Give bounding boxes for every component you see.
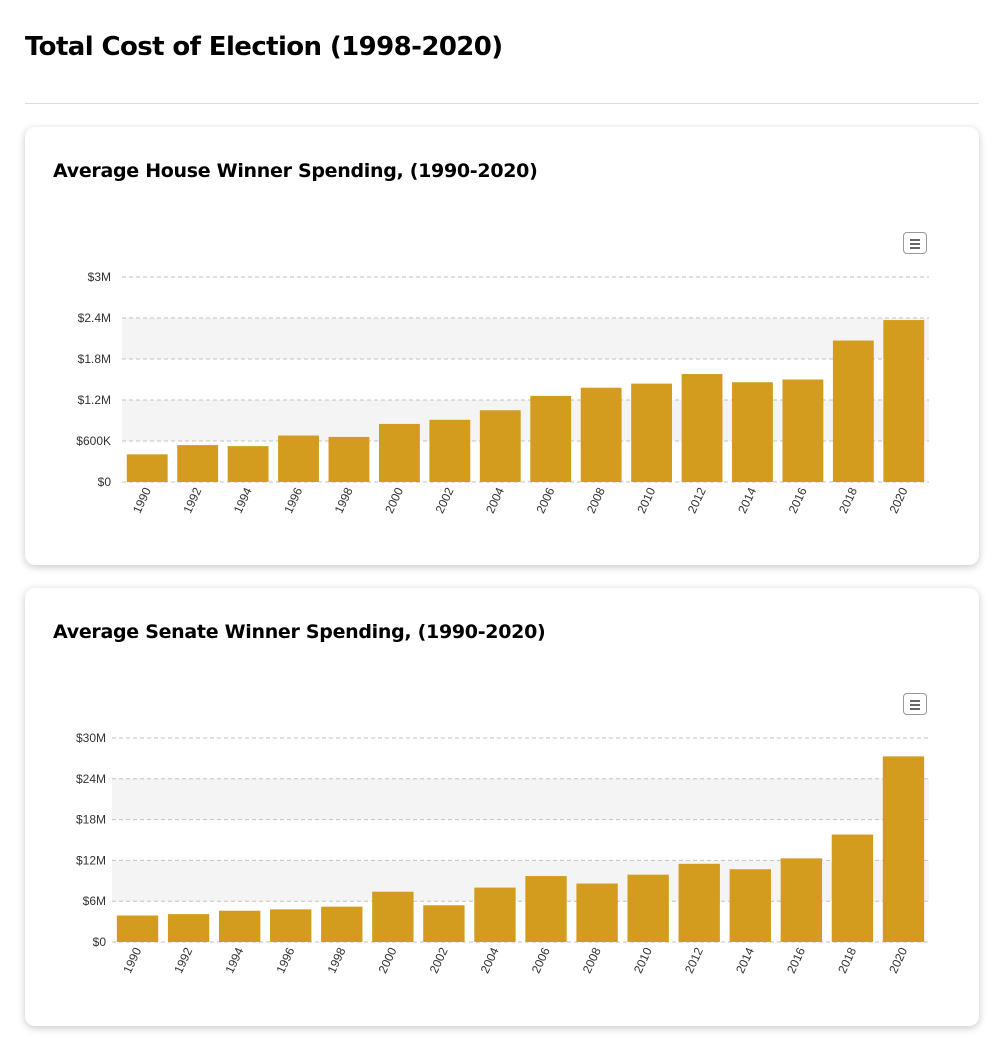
bar-1996 xyxy=(270,909,312,942)
title-divider xyxy=(25,103,979,104)
y-tick-label: $1.8M xyxy=(78,352,111,366)
bar-2004 xyxy=(479,410,521,482)
y-tick-label: $1.2M xyxy=(78,393,111,407)
x-tick-label: 1990 xyxy=(130,485,154,515)
x-tick-label: 2010 xyxy=(631,945,655,975)
x-tick-label: 2004 xyxy=(478,945,502,975)
chart-menu-button[interactable] xyxy=(903,693,927,715)
x-tick-label: 1994 xyxy=(222,945,246,975)
bar-2002 xyxy=(423,905,465,942)
x-tick-label: 2008 xyxy=(580,945,604,975)
x-tick-label: 1990 xyxy=(120,945,144,975)
menu-icon-line xyxy=(910,704,920,706)
senate-spending-chart: $0 $6M $12M $18M $24M $30M 1990 1992 1994 1996 199… xyxy=(76,731,929,975)
hamburger-menu-icon xyxy=(910,700,920,702)
bar-2020 xyxy=(883,320,925,482)
menu-icon-line xyxy=(910,243,920,245)
bar-2016 xyxy=(780,858,823,942)
bar-1992 xyxy=(177,445,219,482)
bar-2000 xyxy=(372,891,414,942)
x-tick-label: 2006 xyxy=(533,485,557,515)
x-tick-label: 2018 xyxy=(836,485,860,515)
x-tick-label: 2016 xyxy=(784,945,808,975)
bar-2012 xyxy=(681,374,723,482)
x-tick-label: 2020 xyxy=(887,485,911,515)
x-tick-label: 1998 xyxy=(332,485,356,515)
plot-band xyxy=(112,778,929,820)
y-tick-label: $2.4M xyxy=(78,311,111,325)
bar-2006 xyxy=(525,876,567,942)
x-tick-label: 2012 xyxy=(685,485,709,515)
x-tick-label: 2018 xyxy=(835,945,859,975)
x-tick-label: 1998 xyxy=(325,945,349,975)
x-tick-label: 2002 xyxy=(427,945,451,975)
chart-menu-button[interactable] xyxy=(903,232,927,254)
x-tick-label: 2004 xyxy=(483,485,507,515)
x-tick-label: 1996 xyxy=(281,485,305,515)
bar-2008 xyxy=(576,883,618,942)
bar-1994 xyxy=(227,446,269,482)
y-tick-label: $12M xyxy=(76,853,106,867)
bar-2020 xyxy=(882,756,925,942)
bar-1992 xyxy=(167,914,210,942)
bar-2016 xyxy=(782,379,824,482)
bar-2014 xyxy=(732,382,773,482)
x-tick-label: 2014 xyxy=(735,485,759,515)
bar-1998 xyxy=(328,436,370,482)
menu-icon-line xyxy=(910,708,920,710)
x-tick-label: 2000 xyxy=(376,945,400,975)
bar-1990 xyxy=(126,454,168,482)
plot-band xyxy=(122,318,929,359)
x-tick-label: 2002 xyxy=(433,485,457,515)
bar-2004 xyxy=(474,887,516,942)
x-tick-label: 2000 xyxy=(382,485,406,515)
bar-2012 xyxy=(678,863,720,942)
bar-2018 xyxy=(831,834,874,942)
y-tick-label: $24M xyxy=(76,772,106,786)
bar-2018 xyxy=(832,340,874,482)
x-tick-label: 1994 xyxy=(231,485,255,515)
bar-2008 xyxy=(580,387,622,482)
bar-2010 xyxy=(627,874,669,942)
page-title: Total Cost of Election (1998-2020) xyxy=(25,32,503,62)
bar-2010 xyxy=(631,383,673,482)
bar-1994 xyxy=(218,910,261,942)
house-spending-chart: $0 $600K $1.2M $1.8M $2.4M $3M 1990 1992 1994 199… xyxy=(76,270,929,515)
x-tick-label: 2006 xyxy=(529,945,553,975)
bar-2000 xyxy=(378,423,420,482)
bar-2006 xyxy=(530,395,572,482)
x-tick-label: 2016 xyxy=(786,485,810,515)
x-tick-label: 1992 xyxy=(180,485,204,515)
x-tick-label: 1992 xyxy=(171,945,195,975)
hamburger-menu-icon xyxy=(910,239,920,241)
bar-1998 xyxy=(321,906,363,942)
menu-icon-line xyxy=(910,247,920,249)
x-tick-label: 2008 xyxy=(584,485,608,515)
bar-1990 xyxy=(116,915,159,942)
bar-1996 xyxy=(278,435,319,482)
senate-spending-card: Average Senate Winner Spending, (1990-20… xyxy=(25,588,979,1026)
y-tick-label: $6M xyxy=(83,894,106,908)
x-tick-label: 2010 xyxy=(634,485,658,515)
y-tick-label: $0 xyxy=(98,475,112,489)
y-tick-label: $3M xyxy=(88,270,111,284)
x-tick-label: 2012 xyxy=(682,945,706,975)
x-tick-label: 2014 xyxy=(733,945,757,975)
y-tick-label: $30M xyxy=(76,731,106,745)
house-spending-card: Average House Winner Spending, (1990-202… xyxy=(25,127,979,565)
x-tick-label: 2020 xyxy=(886,945,910,975)
chart-title: Average Senate Winner Spending, (1990-20… xyxy=(53,621,546,643)
bar-2002 xyxy=(429,419,471,482)
x-tick-label: 1996 xyxy=(273,945,297,975)
y-tick-label: $0 xyxy=(93,935,107,949)
chart-title: Average House Winner Spending, (1990-202… xyxy=(53,160,538,182)
y-tick-label: $18M xyxy=(76,813,106,827)
bar-2014 xyxy=(729,869,771,942)
y-tick-label: $600K xyxy=(76,434,111,448)
